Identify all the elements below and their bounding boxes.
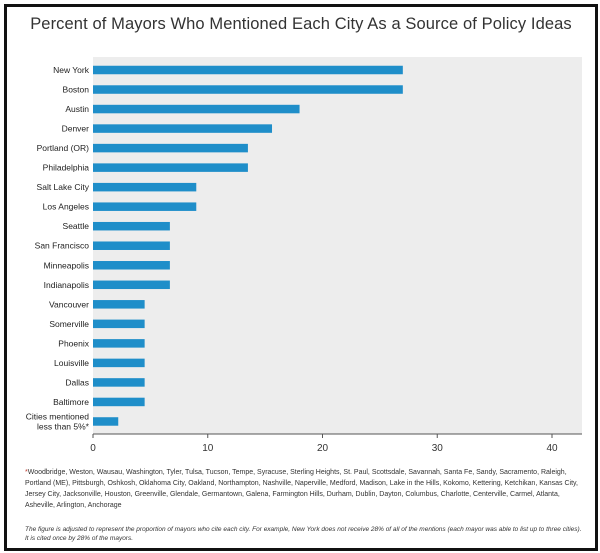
footnote: *Woodbridge, Weston, Wausau, Washington,… xyxy=(25,467,585,511)
plot-background xyxy=(93,57,582,434)
bar-chart: New York Boston Austin Denver Portland (OR) P… xyxy=(26,57,582,454)
bar-new-york xyxy=(93,65,403,75)
category-label: Denver xyxy=(62,124,90,134)
category-label: Louisville xyxy=(54,358,89,368)
bar-salt-lake-city xyxy=(93,182,197,192)
bar-phoenix xyxy=(93,339,145,348)
x-tick-label: 10 xyxy=(202,443,214,454)
category-label: Portland (OR) xyxy=(37,143,90,153)
category-label: San Francisco xyxy=(35,241,90,251)
footnote-marker: * xyxy=(25,469,28,476)
bar-vancouver xyxy=(93,300,145,309)
category-label: Los Angeles xyxy=(43,202,89,212)
x-tick-label: 0 xyxy=(90,443,96,454)
category-label: Cities mentioned less than 5%* xyxy=(26,411,90,431)
bar-denver xyxy=(93,124,273,133)
chart-title: Percent of Mayors Who Mentioned Each Cit… xyxy=(30,15,572,33)
bar-portland-or xyxy=(93,143,248,153)
bar-dallas xyxy=(93,378,145,387)
category-label: Boston xyxy=(63,85,90,95)
category-label: Phoenix xyxy=(58,338,89,348)
x-tick-label: 40 xyxy=(546,443,558,454)
category-label: Minneapolis xyxy=(44,260,89,270)
category-label: New York xyxy=(53,65,90,75)
adjustment-note: The figure is adjusted to represent the … xyxy=(25,526,582,542)
bar-seattle xyxy=(93,221,170,231)
x-tick-label: 30 xyxy=(432,443,444,454)
category-label: Salt Lake City xyxy=(37,182,90,192)
x-tick-label: 20 xyxy=(317,443,329,454)
bar-san-francisco xyxy=(93,241,170,250)
bar-los-angeles xyxy=(93,202,197,211)
bar-louisville xyxy=(93,358,145,368)
bar-boston xyxy=(93,85,403,94)
bar-minneapolis xyxy=(93,261,170,270)
category-label: Philadelphia xyxy=(43,163,90,173)
bar-philadelphia xyxy=(93,163,248,172)
category-label: Seattle xyxy=(63,221,90,231)
bar-austin xyxy=(93,104,300,114)
bar-baltimore xyxy=(93,397,145,407)
category-label: Indianapolis xyxy=(44,280,89,290)
category-label: Baltimore xyxy=(53,397,89,407)
figure-frame: Percent of Mayors Who Mentioned Each Cit… xyxy=(4,4,598,551)
category-label: Vancouver xyxy=(49,299,89,309)
category-label: Austin xyxy=(65,104,89,114)
bar-cities-mentioned-less-than-5 xyxy=(93,417,119,426)
bar-indianapolis xyxy=(93,280,170,290)
bar-somerville xyxy=(93,319,145,329)
category-label: Dallas xyxy=(65,377,89,387)
footnote-text: Woodbridge, Weston, Wausau, Washington, … xyxy=(25,469,578,509)
category-label: Somerville xyxy=(49,319,89,329)
